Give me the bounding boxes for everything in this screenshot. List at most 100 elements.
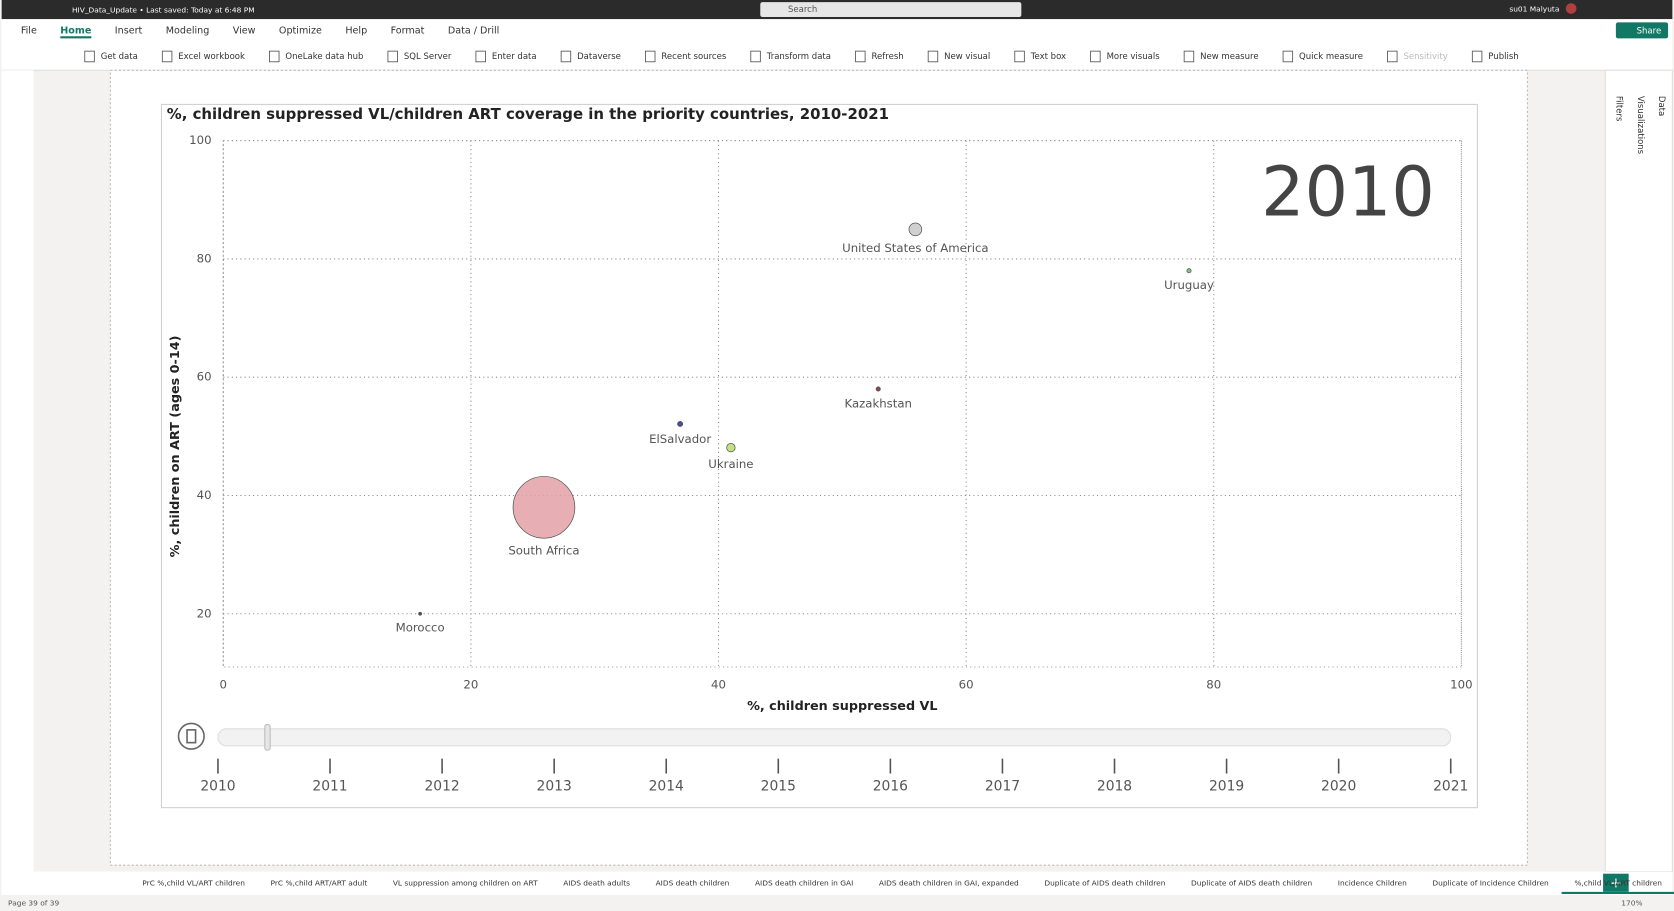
- add-page-icon: +: [1610, 875, 1622, 891]
- page-tab[interactable]: Duplicate of Incidence Children: [1432, 878, 1549, 887]
- y-tick-label: 40: [197, 488, 212, 502]
- toolbar-icon[interactable]: [84, 50, 95, 63]
- toolbar-button[interactable]: New visual: [944, 52, 990, 62]
- toolbar-icon[interactable]: [161, 50, 173, 63]
- right-panes: [1604, 69, 1673, 873]
- toolbar-button[interactable]: Recent sources: [661, 52, 726, 62]
- toolbar-button[interactable]: Publish: [1488, 52, 1518, 62]
- toolbar-icon[interactable]: [645, 50, 656, 63]
- page-tab[interactable]: VL suppression among children on ART: [393, 878, 538, 887]
- page-tab[interactable]: PrC %,child VL/ART children: [142, 878, 245, 887]
- page-tab[interactable]: AIDS death children in GAI: [755, 878, 853, 887]
- menu-item[interactable]: Modeling: [166, 25, 210, 36]
- bubble: [875, 386, 881, 392]
- page-tab[interactable]: Duplicate of AIDS death children: [1044, 878, 1165, 887]
- page-count: Page 39 of 39: [8, 899, 59, 908]
- toolbar-icon[interactable]: [1183, 50, 1195, 63]
- toolbar-button[interactable]: New measure: [1200, 52, 1258, 62]
- menu-item[interactable]: View: [233, 25, 256, 36]
- toolbar-icon[interactable]: [475, 50, 486, 63]
- toolbar-button[interactable]: Quick measure: [1299, 52, 1363, 62]
- play-tick-label[interactable]: 2011: [312, 778, 347, 794]
- add-page-button[interactable]: [1603, 873, 1629, 892]
- page-tab[interactable]: Duplicate of AIDS death children: [1191, 878, 1312, 887]
- toolbar-button[interactable]: Sensitivity: [1403, 52, 1447, 62]
- bubble: [677, 420, 684, 427]
- page-tab[interactable]: AIDS death children in GAI, expanded: [879, 878, 1019, 887]
- page-tab[interactable]: Incidence Children: [1338, 878, 1407, 887]
- slider-track[interactable]: [217, 728, 1452, 747]
- page-tab-bar: [1, 871, 1673, 896]
- play-tick-label[interactable]: 2020: [1321, 778, 1356, 794]
- menu-item[interactable]: Insert: [115, 25, 143, 36]
- menu-item[interactable]: File: [21, 25, 37, 36]
- toolbar-icon[interactable]: [927, 50, 939, 63]
- user-avatar[interactable]: [1565, 3, 1577, 14]
- toolbar-button[interactable]: Excel workbook: [178, 52, 245, 62]
- play-tick-label[interactable]: 2014: [649, 778, 684, 794]
- menu-item[interactable]: Data / Drill: [448, 25, 499, 36]
- search-box[interactable]: [760, 2, 1022, 18]
- toolbar-button[interactable]: SQL Server: [404, 52, 452, 62]
- menu-item[interactable]: Help: [345, 25, 367, 36]
- y-tick-label: 60: [197, 370, 212, 384]
- toolbar-button[interactable]: Transform data: [766, 52, 831, 62]
- x-axis-label: %, children suppressed VL: [747, 699, 937, 714]
- search-text: Search: [788, 5, 817, 15]
- toolbar-button[interactable]: Refresh: [871, 52, 903, 62]
- bubble: [908, 222, 923, 237]
- pane-tab[interactable]: Visualizations: [1635, 96, 1645, 155]
- pane-tab[interactable]: Filters: [1614, 96, 1624, 122]
- play-tick-label[interactable]: 2012: [424, 778, 459, 794]
- page-tab[interactable]: AIDS death children: [656, 878, 730, 887]
- toolbar-icon[interactable]: [855, 50, 866, 63]
- toolbar-icon[interactable]: [1014, 50, 1025, 63]
- x-tick-label: 60: [959, 678, 974, 692]
- menu-item[interactable]: Optimize: [279, 25, 322, 36]
- page-tab[interactable]: %,child VL/ART children: [1574, 878, 1662, 887]
- y-tick-label: 100: [189, 133, 211, 147]
- play-tick-label[interactable]: 2017: [985, 778, 1020, 794]
- play-tick-label[interactable]: 2021: [1433, 778, 1468, 794]
- menu-item[interactable]: Home: [60, 25, 92, 36]
- bubble-label: Ukraine: [708, 457, 753, 471]
- pane-tab[interactable]: Data: [1656, 96, 1666, 116]
- toolbar-icon[interactable]: [750, 50, 761, 63]
- menu-item[interactable]: Format: [391, 25, 425, 36]
- bubble: [726, 442, 736, 453]
- page-tab[interactable]: PrC %,child ART/ART adult: [270, 878, 367, 887]
- play-tick-label[interactable]: 2013: [537, 778, 572, 794]
- toolbar-icon[interactable]: [1282, 50, 1294, 63]
- toolbar-button[interactable]: Text box: [1030, 52, 1066, 62]
- page-tab[interactable]: AIDS death adults: [563, 878, 630, 887]
- play-button[interactable]: [177, 722, 205, 750]
- play-tick-label[interactable]: 2010: [200, 778, 235, 794]
- toolbar-icon[interactable]: [560, 50, 572, 63]
- toolbar-icon[interactable]: [269, 50, 280, 63]
- toolbar-icon[interactable]: [1471, 50, 1483, 63]
- bubble: [512, 476, 576, 539]
- slider-handle[interactable]: [264, 724, 271, 751]
- bubble-label: South Africa: [508, 543, 579, 557]
- x-tick-label: 100: [1450, 678, 1472, 692]
- x-tick-label: 0: [220, 678, 227, 692]
- play-tick-label[interactable]: 2018: [1097, 778, 1132, 794]
- play-tick-label[interactable]: 2015: [761, 778, 796, 794]
- toolbar-icon[interactable]: [1090, 50, 1101, 63]
- toolbar-button[interactable]: More visuals: [1107, 52, 1161, 62]
- user-name: su01 Malyuta: [1509, 5, 1559, 14]
- play-tick-label[interactable]: 2019: [1209, 778, 1244, 794]
- toolbar-button[interactable]: Enter data: [492, 52, 537, 62]
- left-rail: [1, 70, 34, 872]
- toolbar-icon[interactable]: [1387, 50, 1398, 63]
- toolbar-icon[interactable]: [387, 50, 398, 63]
- play-tick-label[interactable]: 2016: [873, 778, 908, 794]
- toolbar-button[interactable]: OneLake data hub: [285, 52, 363, 62]
- x-tick-label: 80: [1206, 678, 1221, 692]
- play-button-icon: [186, 729, 197, 744]
- toolbar-button[interactable]: Get data: [101, 52, 138, 62]
- share-button[interactable]: [1615, 22, 1669, 39]
- toolbar-button[interactable]: Dataverse: [577, 52, 621, 62]
